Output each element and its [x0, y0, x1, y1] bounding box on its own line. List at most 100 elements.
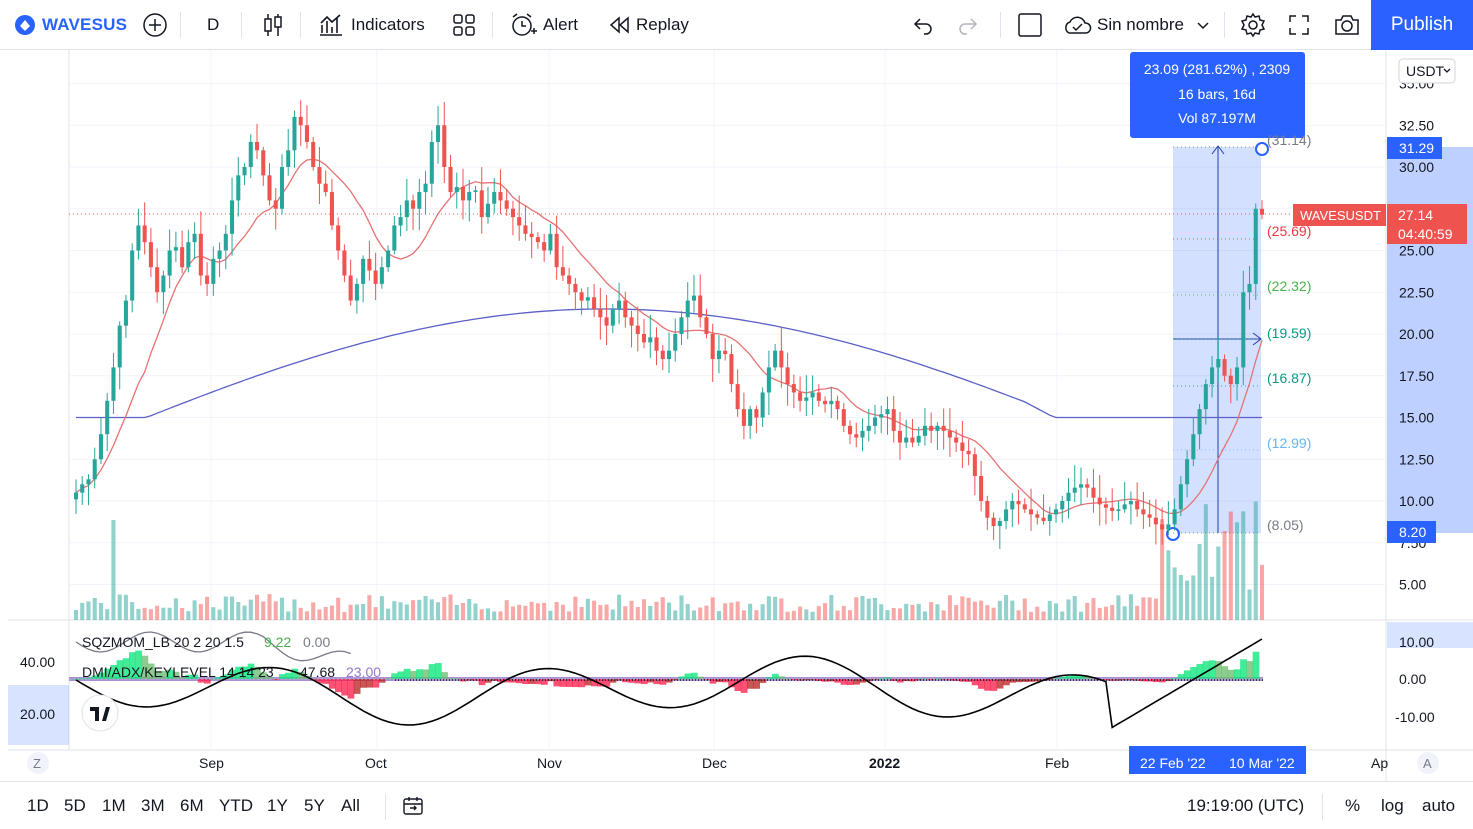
- redo-button[interactable]: [957, 0, 979, 50]
- range-5y[interactable]: 5Y: [304, 796, 325, 815]
- momentum-bar: [566, 679, 573, 687]
- candle-body: [710, 334, 715, 360]
- range-5d[interactable]: 5D: [64, 796, 86, 815]
- ma-short-line: [75, 158, 1263, 515]
- alert-button[interactable]: Alert: [509, 0, 578, 50]
- interval-button[interactable]: D: [207, 0, 219, 50]
- replay-button[interactable]: Replay: [608, 0, 689, 50]
- momentum-bar: [940, 679, 948, 680]
- low-price-text: 8.20: [1399, 524, 1426, 540]
- percent-toggle[interactable]: %: [1345, 796, 1361, 815]
- candle-body: [1128, 501, 1133, 505]
- range-1d[interactable]: 1D: [27, 796, 49, 815]
- candle-body: [623, 300, 628, 318]
- goto-date-button[interactable]: [402, 782, 426, 829]
- momentum-bar: [141, 655, 149, 679]
- volume-bar: [155, 605, 160, 620]
- momentum-bar: [459, 679, 467, 682]
- candle-body: [230, 200, 235, 234]
- zoom-reset-button[interactable]: Z: [27, 752, 49, 774]
- volume-bar: [1160, 519, 1165, 620]
- z-label: Z: [33, 756, 41, 771]
- volume-bar: [685, 603, 690, 620]
- symbol-name: WAVESUS: [42, 15, 128, 34]
- bottom-toolbar: 1D 5D 1M 3M 6M YTD 1Y 5Y All 19:19:00 (U…: [0, 781, 1473, 829]
- volume-bar: [1010, 600, 1015, 620]
- currency-selector[interactable]: USDT: [1398, 58, 1456, 84]
- price-tick: 30.00: [1399, 159, 1434, 175]
- momentum-bar: [422, 669, 430, 679]
- candle-body: [460, 187, 466, 201]
- candles-icon: [264, 14, 282, 36]
- candle-body: [729, 354, 734, 385]
- volume-bar: [897, 608, 902, 620]
- range-ytd[interactable]: YTD: [219, 796, 253, 815]
- momentum-bar: [516, 679, 523, 684]
- candle-body: [1253, 208, 1258, 284]
- candle-body: [529, 233, 534, 238]
- clock-timezone[interactable]: 19:19:00 (UTC): [1187, 796, 1305, 815]
- volume-bar: [354, 604, 359, 620]
- ind-tick-minus10: -10.00: [1395, 709, 1435, 725]
- measure-arrow-up: [1211, 145, 1225, 155]
- momentum-bar: [272, 679, 280, 680]
- indicators-button[interactable]: Indicators: [318, 0, 425, 50]
- measure-handle-top[interactable]: [1255, 142, 1269, 156]
- volume-bar: [729, 602, 734, 620]
- auto-scale-button[interactable]: A: [1417, 752, 1439, 774]
- candle-body: [517, 217, 522, 226]
- range-6m[interactable]: 6M: [180, 796, 204, 815]
- time-axis[interactable]: Sep Oct Nov Dec 2022 Feb Ap: [199, 755, 1388, 771]
- log-toggle[interactable]: log: [1381, 796, 1404, 815]
- volume-bar: [429, 599, 434, 620]
- momentum-bar: [466, 679, 473, 681]
- candle-body: [997, 521, 1002, 527]
- settings-button[interactable]: [1240, 0, 1266, 50]
- save-layout-button[interactable]: Sin nombre: [1061, 0, 1210, 50]
- chart-type-button[interactable]: [261, 0, 285, 50]
- candle-body: [155, 267, 160, 293]
- symbol-search[interactable]: WAVESUS: [14, 0, 127, 50]
- momentum-bar: [1190, 667, 1197, 679]
- momentum-bar: [541, 679, 548, 685]
- volume-bar: [654, 601, 659, 620]
- volume-bar: [442, 597, 447, 620]
- volume-bar: [392, 601, 397, 620]
- compare-add-button[interactable]: [142, 0, 168, 50]
- volume-bar: [960, 596, 965, 620]
- volume-bar: [167, 607, 172, 620]
- candle-body: [966, 450, 971, 455]
- square-layout-icon: [1018, 13, 1042, 37]
- chart-area[interactable]: 23.09 (281.62%) , 2309 16 bars, 16d Vol …: [0, 50, 1473, 781]
- volume-bar: [304, 611, 309, 620]
- momentum-bar: [428, 664, 436, 679]
- candle-body: [73, 492, 79, 500]
- undo-button[interactable]: [912, 0, 934, 50]
- auto-toggle[interactable]: auto: [1422, 796, 1456, 815]
- volume-bar: [336, 597, 341, 620]
- volume-bar: [186, 611, 191, 620]
- publish-button[interactable]: Publish: [1371, 0, 1473, 50]
- momentum-bar: [266, 677, 274, 679]
- range-1y[interactable]: 1Y: [267, 796, 288, 815]
- momentum-bar: [903, 679, 910, 682]
- candle-body: [173, 247, 178, 251]
- candle-body: [267, 175, 272, 201]
- candle-body: [1166, 524, 1171, 530]
- layout-select-button[interactable]: [1017, 0, 1043, 50]
- range-1m[interactable]: 1M: [102, 796, 126, 815]
- range-all[interactable]: All: [341, 796, 360, 815]
- volume-bar: [560, 604, 565, 620]
- candle-body: [885, 409, 890, 415]
- volume-bar: [535, 603, 540, 620]
- layout-name: Sin nombre: [1097, 15, 1184, 34]
- snapshot-button[interactable]: [1333, 0, 1361, 50]
- range-3m[interactable]: 3M: [141, 796, 165, 815]
- fullscreen-button[interactable]: [1288, 0, 1310, 50]
- volume-bar: [404, 604, 409, 620]
- measure-handle-bottom[interactable]: [1166, 527, 1180, 541]
- volume-bar: [1166, 550, 1171, 620]
- momentum-bar: [72, 679, 80, 680]
- templates-button[interactable]: [452, 0, 476, 50]
- candle-body: [473, 190, 478, 193]
